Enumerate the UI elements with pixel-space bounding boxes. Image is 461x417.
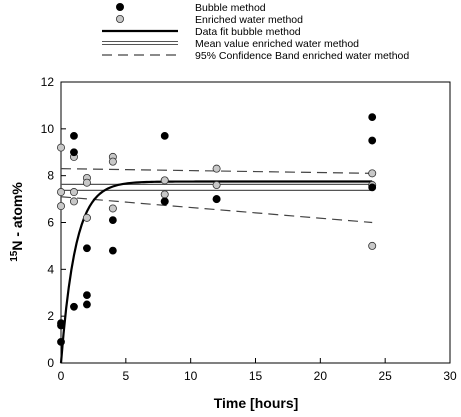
y-tick-label: 6 xyxy=(47,216,54,230)
bubble-method-point xyxy=(108,216,117,225)
legend-item: Data fit bubble method xyxy=(102,26,301,38)
x-tick-label: 0 xyxy=(58,369,65,383)
enriched-water-point xyxy=(368,169,377,178)
enriched-water-point xyxy=(57,202,66,211)
x-axis: 0 5 10 15 20 25 30 xyxy=(58,358,457,383)
bubble-method-point xyxy=(160,197,169,206)
data-fit-curve xyxy=(59,180,373,364)
y-tick-label: 4 xyxy=(47,262,54,276)
enriched-water-point xyxy=(212,164,221,173)
enriched-water-point xyxy=(108,157,117,166)
x-tick-label: 25 xyxy=(378,369,392,383)
enriched-water-point xyxy=(57,143,66,152)
bubble-method-point xyxy=(160,131,169,140)
y-tick-label: 12 xyxy=(41,75,55,89)
y-axis: 0 2 4 6 8 10 12 xyxy=(41,75,66,370)
confidence-band-upper-line xyxy=(60,168,373,174)
legend-enriched-water-marker xyxy=(116,14,125,23)
bubble-method-point xyxy=(108,246,117,255)
bubble-method-point xyxy=(70,302,78,311)
legend-bubble-marker xyxy=(116,3,125,11)
plot-area-frame xyxy=(60,81,451,364)
enriched-water-point xyxy=(69,197,78,206)
enriched-water-point xyxy=(82,213,91,222)
x-tick-label: 20 xyxy=(314,369,328,383)
enriched-water-point xyxy=(160,190,169,199)
legend-label: Data fit bubble method xyxy=(195,26,301,38)
legend-item: Mean value enriched water method xyxy=(102,38,359,50)
bubble-method-point xyxy=(83,244,91,253)
y-tick-label: 2 xyxy=(47,309,54,323)
bubble-method-point xyxy=(368,183,377,192)
enriched-water-point xyxy=(69,188,78,197)
bubble-method-point xyxy=(83,291,91,299)
x-axis-title: Time [hours] xyxy=(214,395,299,411)
plot-points xyxy=(57,113,377,346)
enriched-water-point xyxy=(57,188,66,197)
bubble-method-point xyxy=(70,148,78,157)
bubble-method-point xyxy=(83,300,91,309)
legend-item: 95% Confidence Band enriched water metho… xyxy=(102,50,409,62)
y-axis-title-superscript: 15 xyxy=(9,250,20,262)
bubble-method-point xyxy=(57,319,65,328)
bubble-method-point xyxy=(368,113,377,122)
y-tick-label: 10 xyxy=(41,122,55,136)
legend-label: 95% Confidence Band enriched water metho… xyxy=(195,50,409,62)
y-tick-label: 8 xyxy=(47,169,54,183)
x-tick-label: 5 xyxy=(122,369,129,383)
confidence-band-lower-line xyxy=(60,196,373,224)
enriched-water-point xyxy=(160,176,169,185)
bubble-method-point xyxy=(212,195,221,203)
legend-label: Bubble method xyxy=(195,2,266,14)
enriched-water-point xyxy=(82,178,91,187)
legend-label: Enriched water method xyxy=(195,14,303,26)
y-axis-title: 15N - atom% xyxy=(9,182,25,262)
legend-label: Mean value enriched water method xyxy=(195,38,359,50)
bubble-method-point xyxy=(70,131,78,140)
enriched-water-point xyxy=(108,204,117,213)
enriched-water-point xyxy=(368,241,377,250)
bubble-method-point xyxy=(57,338,65,346)
legend-item: Enriched water method xyxy=(116,14,303,26)
bubble-method-point xyxy=(368,136,377,145)
enriched-water-point xyxy=(212,181,221,190)
x-tick-label: 10 xyxy=(184,369,198,383)
x-tick-label: 15 xyxy=(249,369,263,383)
x-tick-label: 30 xyxy=(443,369,457,383)
y-tick-label: 0 xyxy=(47,356,54,370)
legend-item: Bubble method xyxy=(116,2,266,14)
y-axis-title-main: N - atom% xyxy=(9,182,25,251)
